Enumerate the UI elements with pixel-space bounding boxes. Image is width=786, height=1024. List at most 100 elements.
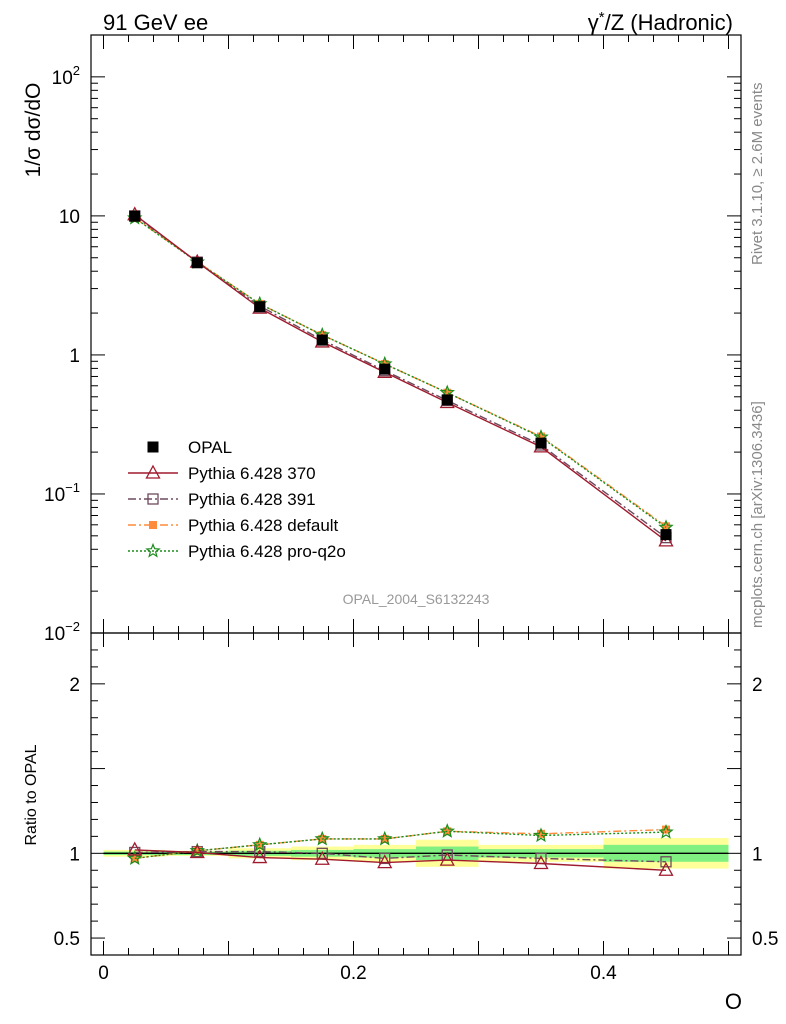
data-point bbox=[660, 529, 672, 541]
data-point bbox=[191, 257, 203, 269]
ratio-point bbox=[379, 852, 391, 865]
legend-entry-data: OPAL bbox=[147, 438, 232, 457]
marker-square bbox=[191, 257, 203, 269]
data-point bbox=[443, 388, 452, 397]
marker-square bbox=[441, 394, 453, 406]
ratio-point bbox=[658, 861, 674, 876]
ratio-point bbox=[662, 825, 670, 834]
ratio-panel: 0 0.2 0.4 0.5 0.5 1 1 2 2 bbox=[54, 632, 778, 984]
data-point bbox=[441, 394, 453, 406]
ratio-series-p391 bbox=[129, 845, 672, 868]
ratio-plot-frame bbox=[90, 632, 742, 956]
ratio-point bbox=[189, 844, 205, 859]
marker-square-open bbox=[379, 852, 391, 865]
ratio-point bbox=[660, 856, 672, 868]
data-point bbox=[662, 522, 670, 531]
y-tick-label-right: 1 bbox=[752, 844, 763, 865]
analysis-reference-label: OPAL_2004_S6132243 bbox=[343, 591, 490, 607]
legend-label: Pythia 6.428 default bbox=[188, 516, 339, 535]
marker-square-open bbox=[660, 856, 672, 868]
marker-square bbox=[193, 846, 202, 855]
legend-marker bbox=[145, 464, 161, 479]
y-tick-label: 1 bbox=[69, 346, 80, 367]
y-tick-label-right: 2 bbox=[752, 675, 763, 696]
legend-marker bbox=[149, 521, 157, 529]
marker-square bbox=[380, 834, 389, 843]
marker-square-open bbox=[316, 847, 328, 859]
y-tick-label: 0.5 bbox=[54, 929, 80, 950]
legend-entry-pdefault: Pythia 6.428 default bbox=[128, 516, 339, 535]
ratio-point bbox=[377, 854, 393, 869]
marker-square bbox=[662, 825, 670, 834]
marker-star bbox=[376, 830, 393, 846]
ratio-point bbox=[130, 854, 139, 863]
marker-triangle bbox=[127, 841, 143, 856]
legend-entry-p391: Pythia 6.428 391 bbox=[128, 490, 316, 509]
marker-square bbox=[443, 388, 452, 397]
marker-square bbox=[537, 432, 545, 441]
marker-square-open bbox=[147, 493, 159, 505]
marker-star bbox=[251, 836, 268, 852]
ratio-series-pq2o bbox=[126, 823, 674, 866]
ratio-point bbox=[316, 847, 328, 859]
marker-star bbox=[126, 850, 143, 866]
legend-label: Pythia 6.428 pro-q2o bbox=[188, 542, 346, 561]
y-tick-label: 10 bbox=[59, 207, 80, 228]
series-line bbox=[134, 215, 667, 539]
marker-square bbox=[254, 301, 266, 313]
chart-title-left: 91 GeV ee bbox=[103, 10, 208, 35]
main-y-axis-label: 1/σ dσ/dO bbox=[22, 83, 45, 178]
ratio-line bbox=[134, 828, 667, 860]
data-point bbox=[537, 432, 545, 441]
marker-star bbox=[145, 542, 161, 558]
ratio-line bbox=[134, 849, 667, 871]
y-tick-label: 2 bbox=[69, 675, 80, 696]
marker-square bbox=[149, 521, 157, 529]
legend-entry-p370: Pythia 6.428 370 bbox=[128, 464, 316, 483]
marker-triangle bbox=[377, 854, 393, 869]
legend-marker bbox=[145, 542, 161, 558]
marker-star bbox=[189, 842, 206, 858]
ratio-point bbox=[533, 827, 549, 843]
x-axis-label: O bbox=[725, 989, 742, 1014]
marker-star bbox=[439, 823, 456, 838]
ratio-line bbox=[134, 830, 667, 860]
y-tick-label: 102 bbox=[52, 63, 80, 89]
main-panel: 10−2 10−1 1 10 102 bbox=[44, 34, 742, 645]
ratio-point bbox=[126, 850, 143, 866]
rivet-version-label: Rivet 3.1.10, ≥ 2.6M events bbox=[749, 83, 766, 266]
x-tick-label: 0.2 bbox=[340, 963, 366, 984]
marker-triangle bbox=[439, 851, 455, 866]
marker-square bbox=[537, 829, 545, 838]
marker-square bbox=[535, 437, 547, 449]
marker-triangle bbox=[314, 850, 330, 865]
data-point bbox=[254, 301, 266, 313]
marker-square bbox=[662, 522, 670, 531]
marker-square bbox=[660, 529, 672, 541]
ratio-point bbox=[439, 823, 456, 838]
y-tick-label: 10−1 bbox=[44, 480, 80, 506]
marker-triangle bbox=[533, 855, 549, 870]
x-tick-label: 0 bbox=[98, 963, 109, 984]
ratio-point bbox=[193, 846, 202, 855]
marker-square bbox=[379, 363, 391, 375]
y-tick-label-right: 0.5 bbox=[752, 929, 778, 950]
legend-label: Pythia 6.428 370 bbox=[188, 464, 316, 483]
chart-title-right: γ*/Z (Hadronic) bbox=[588, 9, 733, 35]
data-point bbox=[379, 363, 391, 375]
ratio-point bbox=[380, 834, 389, 843]
legend-label: OPAL bbox=[188, 438, 232, 457]
data-point bbox=[316, 334, 328, 346]
legend-marker bbox=[147, 493, 159, 505]
marker-triangle bbox=[658, 861, 674, 876]
x-tick-label: 0.4 bbox=[590, 963, 617, 984]
marker-star bbox=[314, 830, 331, 846]
y-tick-label: 1 bbox=[69, 844, 80, 865]
ratio-point bbox=[439, 851, 455, 866]
ratio-point bbox=[314, 850, 330, 865]
legend-label: Pythia 6.428 391 bbox=[188, 490, 316, 509]
ratio-y-axis-label: Ratio to OPAL bbox=[23, 744, 40, 845]
ratio-point bbox=[252, 849, 268, 864]
marker-star bbox=[533, 827, 549, 843]
data-point bbox=[129, 210, 141, 222]
